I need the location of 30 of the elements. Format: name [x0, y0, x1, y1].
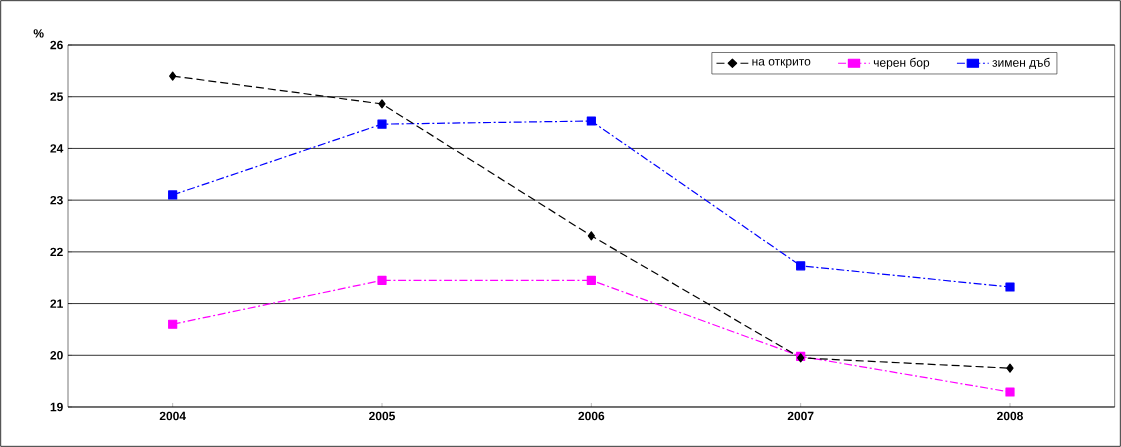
- legend-label: черен бор: [873, 57, 930, 70]
- point: [1005, 387, 1015, 397]
- x-tick-label: 2007: [787, 411, 814, 421]
- point: [377, 119, 387, 129]
- x-tick-label: 2004: [159, 411, 186, 421]
- point: [1005, 282, 1015, 292]
- legend-label: на открито: [752, 59, 811, 68]
- y-tick-label: 26: [50, 40, 63, 50]
- y-tick-label: 24: [50, 144, 64, 153]
- point: [586, 116, 596, 126]
- y-tick-label: 19: [50, 402, 63, 412]
- legend-label: зимен дъб: [992, 57, 1050, 70]
- y-tick-label: 23: [50, 195, 63, 205]
- y-tick-label: 22: [50, 247, 63, 257]
- y-tick-label: 25: [50, 92, 63, 101]
- point: [169, 71, 177, 81]
- x-tick-label: 2008: [997, 411, 1023, 421]
- point: [377, 275, 387, 285]
- x-tick-label: 2005: [369, 411, 396, 421]
- point: [168, 319, 178, 329]
- point: [587, 231, 595, 241]
- y-tick-label: 21: [50, 299, 63, 308]
- point: [796, 261, 806, 271]
- point: [378, 99, 386, 109]
- point: [168, 190, 178, 200]
- x-tick-label: 2006: [578, 411, 605, 421]
- y-axis-title: %: [33, 29, 44, 38]
- point: [1006, 363, 1014, 373]
- point: [586, 275, 596, 285]
- y-tick-label: 20: [50, 351, 63, 360]
